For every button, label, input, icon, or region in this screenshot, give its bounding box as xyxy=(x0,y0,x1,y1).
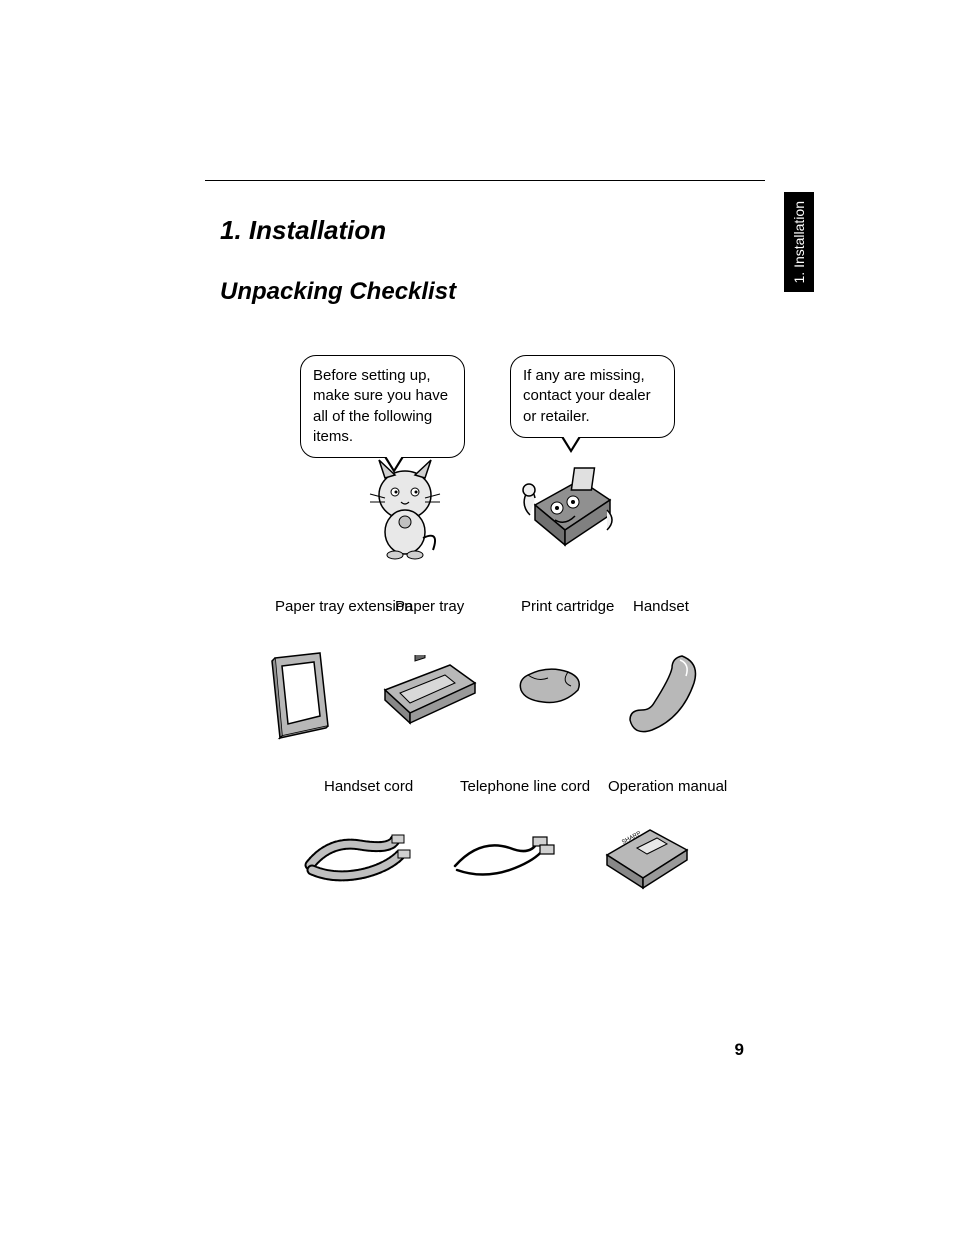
item-label-paper-tray-extension: Paper tray extension xyxy=(275,598,413,617)
item-label-paper-tray: Paper tray xyxy=(395,598,464,617)
item-label-handset-cord: Handset cord xyxy=(324,778,413,797)
item-label-print-cartridge: Print cartridge xyxy=(521,598,614,617)
item-label-telephone-line-cord: Telephone line cord xyxy=(460,778,590,797)
handset-cord-icon xyxy=(300,825,415,890)
item-label-handset: Handset xyxy=(633,598,689,617)
speech-bubble-right: If any are missing, contact your dealer … xyxy=(510,355,675,438)
page-number: 9 xyxy=(735,1040,744,1060)
speech-bubble-right-text: If any are missing, contact your dealer … xyxy=(523,367,651,425)
chapter-title: 1. Installation xyxy=(220,215,386,246)
handset-icon xyxy=(622,648,707,743)
print-cartridge-icon xyxy=(513,660,588,720)
paper-tray-extension-icon xyxy=(260,648,340,748)
cat-mascot-icon xyxy=(355,450,455,560)
operation-manual-icon: SHARP xyxy=(595,820,695,900)
header-rule xyxy=(205,180,765,181)
speech-bubble-left: Before setting up, make sure you have al… xyxy=(300,355,465,458)
chapter-side-tab: 1. Installation xyxy=(784,192,814,292)
side-tab-label: 1. Installation xyxy=(791,201,807,284)
fax-mascot-icon xyxy=(515,450,615,560)
section-title: Unpacking Checklist xyxy=(220,278,456,306)
speech-bubble-left-text: Before setting up, make sure you have al… xyxy=(313,367,448,445)
telephone-line-cord-icon xyxy=(445,828,555,888)
paper-tray-icon xyxy=(375,655,480,735)
item-label-operation-manual: Operation manual xyxy=(608,778,727,797)
